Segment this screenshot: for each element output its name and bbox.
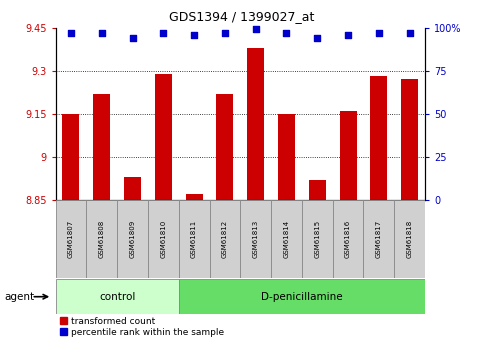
Text: GSM61817: GSM61817 — [376, 220, 382, 258]
Bar — [86, 200, 117, 278]
Bar — [309, 180, 326, 200]
Bar — [364, 200, 394, 278]
Text: control: control — [99, 292, 135, 302]
Text: GSM61815: GSM61815 — [314, 220, 320, 258]
Bar — [124, 177, 141, 200]
Point — [283, 30, 290, 36]
Point — [252, 27, 259, 32]
Bar — [93, 94, 110, 200]
Text: GSM61809: GSM61809 — [129, 220, 136, 258]
Bar — [216, 94, 233, 200]
Point — [159, 30, 167, 36]
Bar — [247, 48, 264, 200]
Text: GSM61814: GSM61814 — [284, 220, 289, 258]
Bar — [148, 200, 179, 278]
Bar — [117, 200, 148, 278]
Text: GSM61818: GSM61818 — [407, 220, 412, 258]
Point — [375, 30, 383, 36]
Point — [190, 32, 198, 37]
Point — [313, 35, 321, 41]
Bar — [179, 200, 210, 278]
Bar — [185, 194, 202, 200]
Bar — [278, 114, 295, 200]
Text: D-penicillamine: D-penicillamine — [261, 292, 342, 302]
Point — [344, 32, 352, 37]
Bar — [62, 114, 79, 200]
Text: GSM61808: GSM61808 — [99, 220, 105, 258]
Bar — [240, 200, 271, 278]
Bar — [56, 279, 179, 314]
Text: agent: agent — [5, 292, 35, 302]
Bar — [56, 200, 86, 278]
Text: GSM61810: GSM61810 — [160, 220, 166, 258]
Point — [221, 30, 229, 36]
Bar — [155, 73, 172, 200]
Bar — [394, 200, 425, 278]
Bar — [370, 77, 387, 200]
Text: GDS1394 / 1399027_at: GDS1394 / 1399027_at — [169, 10, 314, 23]
Text: GSM61812: GSM61812 — [222, 220, 228, 258]
Text: GSM61811: GSM61811 — [191, 220, 197, 258]
Bar — [179, 279, 425, 314]
Legend: transformed count, percentile rank within the sample: transformed count, percentile rank withi… — [60, 317, 224, 336]
Point — [67, 30, 75, 36]
Bar — [271, 200, 302, 278]
Point — [98, 30, 106, 36]
Point — [128, 35, 136, 41]
Text: GSM61807: GSM61807 — [68, 220, 74, 258]
Bar — [302, 200, 333, 278]
Point — [406, 30, 413, 36]
Text: GSM61816: GSM61816 — [345, 220, 351, 258]
Text: GSM61813: GSM61813 — [253, 220, 259, 258]
Bar — [340, 111, 356, 200]
Bar — [210, 200, 240, 278]
Bar — [333, 200, 364, 278]
Bar — [401, 79, 418, 200]
